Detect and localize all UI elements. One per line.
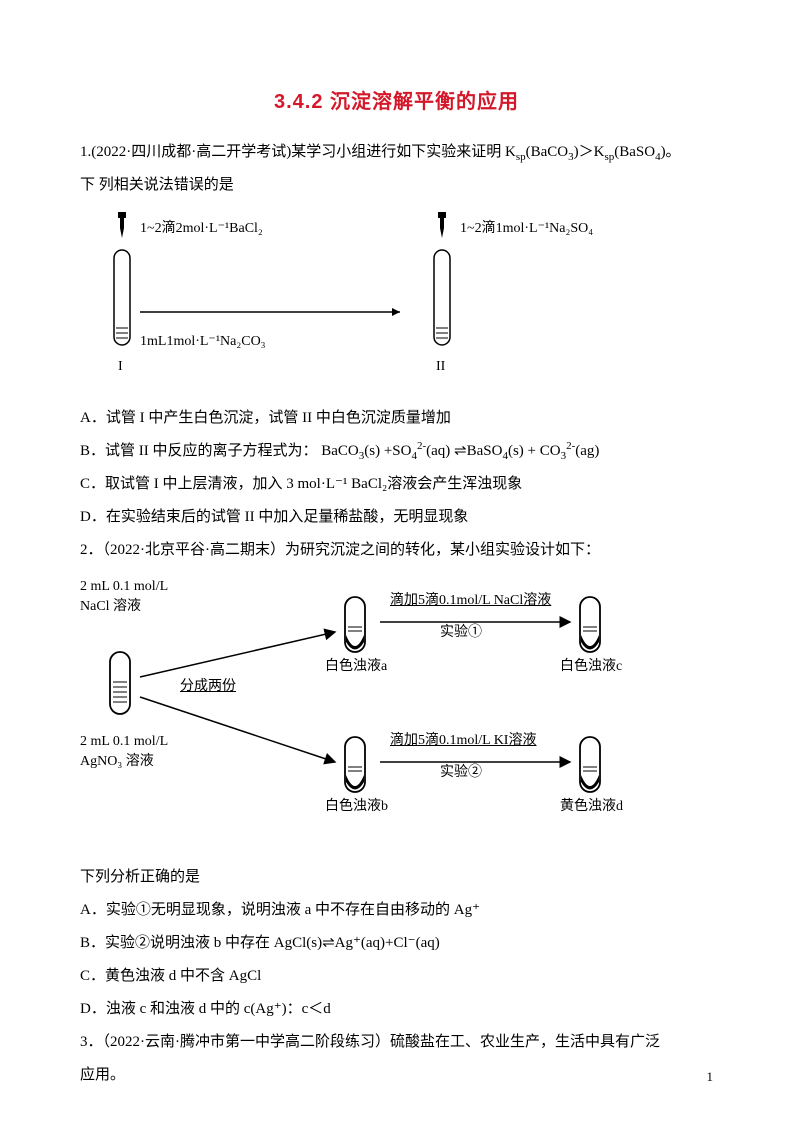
q1b-sco: (s) + CO <box>508 443 561 459</box>
q1b-32: 2- <box>566 440 575 452</box>
q1-stem: 1.(2022·四川成都·高二开学考试)某学习小组进行如下实验来证明 Ksp(B… <box>80 136 713 169</box>
nacl-label: 2 mL 0.1 mol/L NaCl 溶液 <box>80 577 168 616</box>
agno3a: 2 mL 0.1 mol/L <box>80 734 168 749</box>
agno3-label: 2 mL 0.1 mol/L AgNO₃ 溶液 <box>80 732 168 771</box>
q2-optA: A．实验①无明显现象，说明浊液 a 中不存在自由移动的 Ag⁺ <box>80 894 713 927</box>
q1-stem2: 下 列相关说法错误的是 <box>80 169 713 202</box>
wb-label: 白色浊液b <box>325 797 388 817</box>
exp2-label: 实验② <box>440 763 482 783</box>
q2-optC: C．黄色浊液 d 中不含 AgCl <box>80 960 713 993</box>
q2-optB: B．实验②说明浊液 b 中存在 AgCl(s)⇌Ag⁺(aq)+Cl⁻(aq) <box>80 927 713 960</box>
q1b-42: 2- <box>417 440 426 452</box>
q1-baso4: (BaSO <box>614 144 655 160</box>
q1-diagram: 1~2滴2mol·L⁻¹BaCl₂ 1mL1mol·L⁻¹Na₂CO₃ I 1~… <box>80 210 713 390</box>
q1-svg: 1~2滴2mol·L⁻¹BaCl₂ 1mL1mol·L⁻¹Na₂CO₃ I 1~… <box>80 210 680 390</box>
q2-diagram: 2 mL 0.1 mol/L NaCl 溶液 2 mL 0.1 mol/L Ag… <box>80 577 713 857</box>
tubeI-label: I <box>118 359 123 374</box>
wc-label: 白色浊液c <box>560 657 622 677</box>
q1-gt: )＞K <box>574 144 605 160</box>
exp1-label: 实验① <box>440 623 482 643</box>
q1b-eq: (s) +SO <box>364 443 411 459</box>
add2-label: 滴加5滴0.1mol/L KI溶液 <box>390 731 536 751</box>
q1-optB: B．试管 II 中反应的离子方程式为： BaCO3(s) +SO42-(aq) … <box>80 435 713 468</box>
page-title: 3.4.2 沉淀溶解平衡的应用 <box>80 80 713 124</box>
add1-label: 滴加5滴0.1mol/L NaCl溶液 <box>390 591 551 611</box>
yd-label: 黄色浊液d <box>560 797 623 817</box>
q3-stem: 3．（2022·云南·腾冲市第一中学高二阶段练习）硫酸盐在工、农业生产，生活中具… <box>80 1026 713 1059</box>
page-number: 1 <box>707 1063 714 1092</box>
q3-stem2: 应用。 <box>80 1059 713 1092</box>
nacl1: 2 mL 0.1 mol/L <box>80 579 168 594</box>
q1b-pre: B．试管 II 中反应的离子方程式为： BaCO <box>80 443 359 459</box>
sub-sp: sp <box>516 151 526 163</box>
q1-end: )。 <box>661 144 681 160</box>
q1-optC: C．取试管 I 中上层清液，加入 3 mol·L⁻¹ BaCl₂溶液会产生浑浊现… <box>80 468 713 501</box>
agno3b: AgNO₃ 溶液 <box>80 754 154 769</box>
q1-baco3: (BaCO <box>526 144 569 160</box>
wa-label: 白色浊液a <box>325 657 387 677</box>
q1b-aq: (aq) ⇌BaSO <box>426 443 502 459</box>
tubeII-label: II <box>436 359 446 374</box>
nacl2: NaCl 溶液 <box>80 599 141 614</box>
q1b-end: (ag) <box>575 443 599 459</box>
q2-analysis: 下列分析正确的是 <box>80 861 713 894</box>
q1-optD: D．在实验结束后的试管 II 中加入足量稀盐酸，无明显现象 <box>80 501 713 534</box>
bottom1-label: 1mL1mol·L⁻¹Na₂CO₃ <box>140 334 266 349</box>
split-label: 分成两份 <box>180 677 236 697</box>
q2-stem: 2．（2022·北京平谷·高二期末）为研究沉淀之间的转化，某小组实验设计如下： <box>80 534 713 567</box>
sub-sp2: sp <box>604 151 614 163</box>
drop2-label: 1~2滴1mol·L⁻¹Na₂SO₄ <box>460 219 593 236</box>
q1-stem-text: 1.(2022·四川成都·高二开学考试)某学习小组进行如下实验来证明 K <box>80 144 516 160</box>
drop1-label: 1~2滴2mol·L⁻¹BaCl₂ <box>140 219 263 236</box>
q2-optD: D．浊液 c 和浊液 d 中的 c(Ag⁺)：c＜d <box>80 993 713 1026</box>
q1-optA: A．试管 I 中产生白色沉淀，试管 II 中白色沉淀质量增加 <box>80 402 713 435</box>
